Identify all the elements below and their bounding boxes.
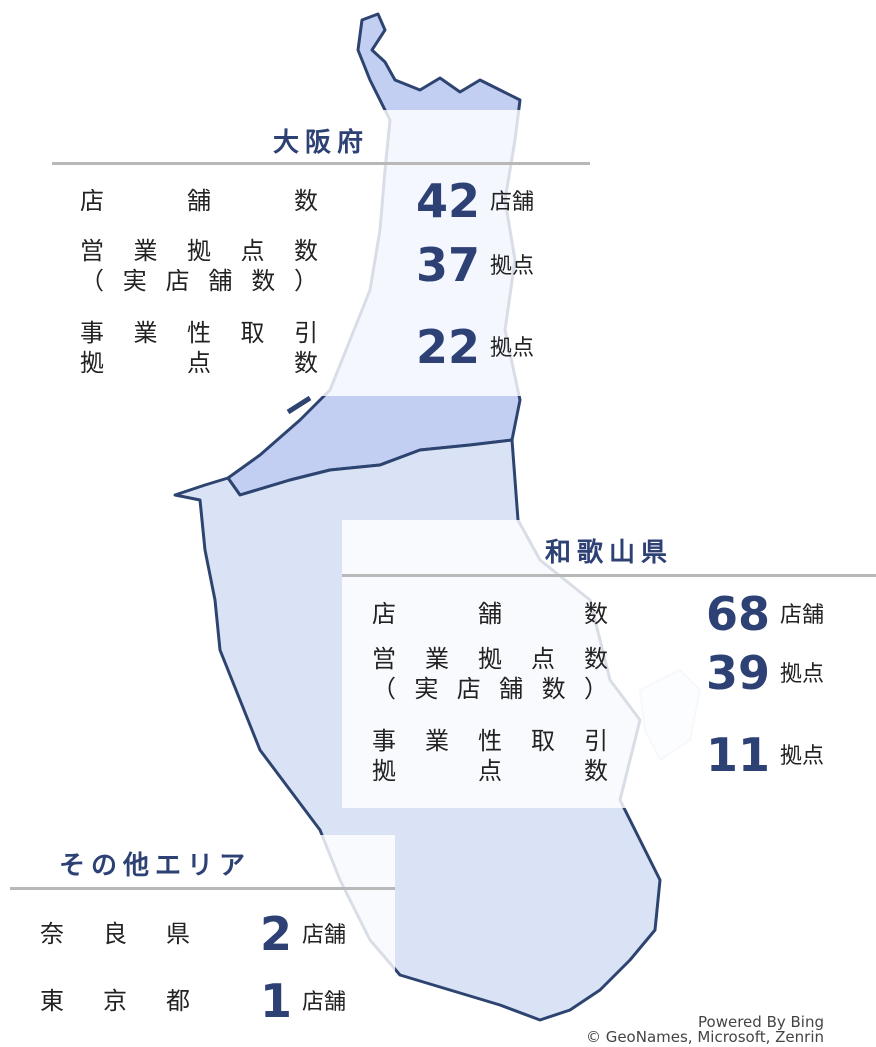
- value: 1: [259, 974, 292, 1028]
- unit: 拠点: [490, 336, 535, 361]
- value: 37: [415, 238, 480, 292]
- attribution: © GeoNames, Microsoft, Zenrin: [585, 1028, 824, 1046]
- region-panel: [10, 835, 395, 1000]
- unit: 拠点: [780, 662, 825, 687]
- label-line: 拠点数: [372, 757, 608, 785]
- label-line: 東京都: [40, 987, 190, 1015]
- row-label: 店舗数: [80, 186, 318, 216]
- value: 42: [415, 174, 480, 228]
- unit: 店舗: [780, 603, 825, 628]
- label-line: （実店舗数）: [372, 675, 608, 703]
- row-label: 営業拠点数（実店舗数）: [372, 644, 608, 704]
- island: [286, 395, 312, 415]
- divider: [52, 162, 590, 165]
- region-title: 大阪府: [272, 128, 369, 158]
- label-line: 拠点数: [80, 349, 318, 377]
- label-line: 事業性取引: [80, 319, 318, 347]
- unit: 拠点: [490, 254, 535, 279]
- unit: 店舗: [302, 923, 347, 948]
- label-line: 奈良県: [40, 920, 190, 948]
- row-label: 事業性取引拠点数: [372, 726, 608, 786]
- value: 68: [705, 587, 770, 641]
- value: 11: [705, 728, 770, 782]
- region-panel: [342, 520, 876, 808]
- label-line: 事業性取引: [372, 727, 608, 755]
- divider: [342, 574, 876, 577]
- value: 39: [705, 646, 770, 700]
- region-title: その他エリア: [58, 851, 251, 881]
- row-label: 奈良県: [40, 919, 190, 949]
- unit: 店舗: [490, 190, 535, 215]
- value: 22: [415, 320, 480, 374]
- row-label: 営業拠点数（実店舗数）: [80, 236, 318, 296]
- row-label: 事業性取引拠点数: [80, 318, 318, 378]
- label-line: 営業拠点数: [80, 237, 318, 265]
- label-line: 店舗数: [80, 187, 318, 215]
- label-line: 営業拠点数: [372, 645, 608, 673]
- row-label: 店舗数: [372, 599, 608, 629]
- region-title: 和歌山県: [544, 538, 673, 568]
- row-label: 東京都: [40, 986, 190, 1016]
- divider: [10, 887, 395, 890]
- label-line: （実店舗数）: [80, 267, 318, 295]
- region-panel: [52, 110, 590, 396]
- label-line: 店舗数: [372, 600, 608, 628]
- unit: 拠点: [780, 744, 825, 769]
- attribution: Powered By Bing: [698, 1013, 824, 1031]
- unit: 店舗: [302, 990, 347, 1015]
- value: 2: [259, 907, 292, 961]
